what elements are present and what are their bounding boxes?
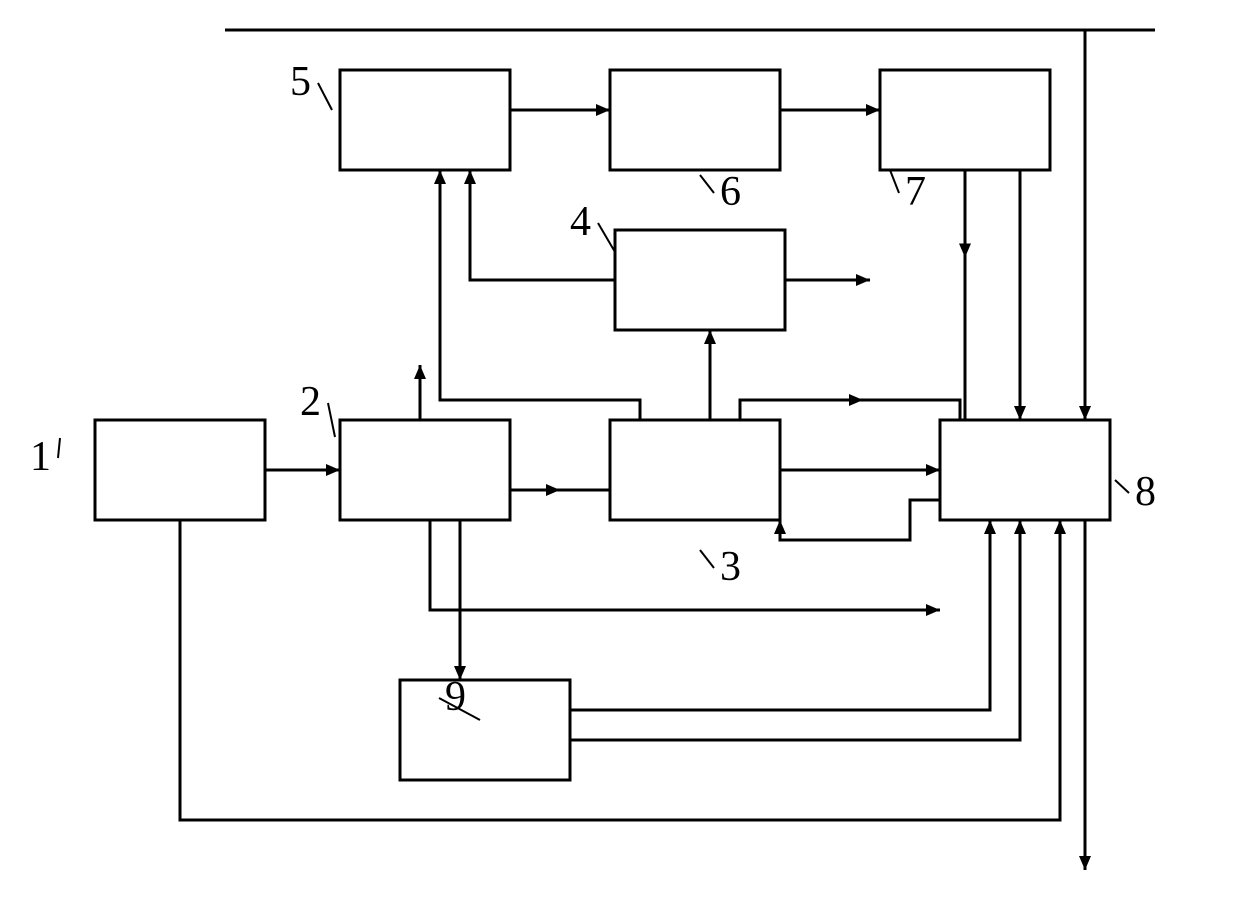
edge-e9-8b — [570, 520, 1020, 740]
block-label-4: 4 — [570, 199, 591, 245]
block-2 — [340, 420, 510, 520]
block-6 — [610, 70, 780, 170]
block-3 — [610, 420, 780, 520]
block-7 — [880, 70, 1050, 170]
edge-e4-5 — [470, 170, 615, 280]
block-1 — [95, 420, 265, 520]
block-label-3: 3 — [720, 544, 741, 590]
block-4 — [615, 230, 785, 330]
block-9 — [400, 680, 570, 780]
block-label-8: 8 — [1135, 469, 1156, 515]
block-8 — [940, 420, 1110, 520]
block-label-5: 5 — [290, 59, 311, 105]
edge-e1-8-bot — [180, 520, 1060, 820]
edge-e8-3 — [780, 500, 940, 540]
edge-e2-8 — [430, 520, 940, 610]
block-diagram: 1 2 3 4 5 6 7 8 9 — [0, 0, 1240, 897]
block-5 — [340, 70, 510, 170]
block-label-7: 7 — [905, 169, 926, 215]
block-label-2: 2 — [300, 379, 321, 425]
block-label-9: 9 — [445, 674, 466, 720]
block-label-6: 6 — [720, 169, 741, 215]
block-label-1: 1 — [30, 434, 51, 480]
